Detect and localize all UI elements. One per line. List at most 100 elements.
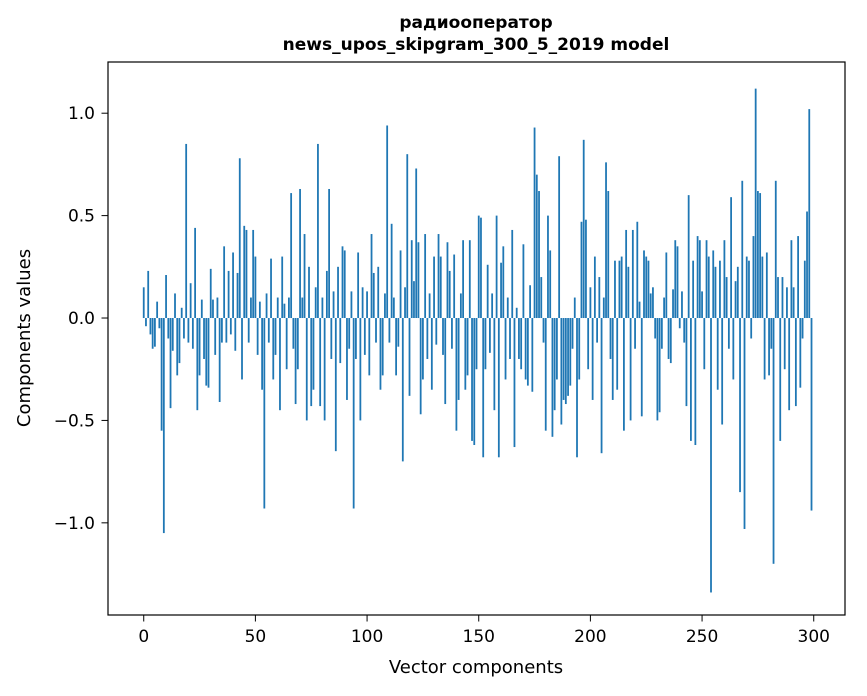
bar (258, 301, 261, 319)
bar (544, 318, 547, 431)
bar (410, 240, 413, 319)
bar (341, 246, 344, 319)
bar (330, 318, 333, 359)
bar (205, 318, 208, 386)
bar (698, 240, 701, 319)
bar (422, 318, 424, 380)
bar (745, 256, 748, 319)
bar (301, 297, 304, 319)
bar (444, 318, 447, 405)
bar (781, 277, 784, 319)
bar (185, 143, 188, 319)
bar (348, 318, 351, 349)
bar (743, 318, 746, 529)
bar (547, 215, 549, 319)
bar (616, 318, 619, 390)
bar (413, 281, 415, 319)
bar (261, 318, 263, 390)
bar (154, 318, 156, 347)
bar (361, 287, 364, 319)
x-tick-label: 200 (574, 627, 606, 647)
bar (797, 236, 799, 319)
bar (524, 318, 527, 380)
bar (149, 318, 152, 335)
bar (187, 318, 190, 343)
bar (609, 318, 612, 359)
bar (636, 221, 639, 319)
bar (381, 318, 384, 376)
bar (288, 297, 290, 319)
bar (707, 256, 710, 319)
bar (399, 250, 402, 319)
bar (279, 318, 281, 411)
bar (227, 270, 230, 319)
bar (292, 318, 295, 349)
bar (571, 318, 574, 349)
bar (171, 318, 174, 351)
bar (710, 318, 712, 593)
bar (299, 188, 301, 319)
bar (598, 277, 601, 319)
bar (312, 318, 315, 390)
bar (730, 197, 732, 319)
chart-subtitle: news_upos_skipgram_300_5_2019 model (283, 35, 670, 55)
bar (640, 318, 643, 417)
bar (332, 291, 335, 319)
x-tick-label: 250 (686, 627, 718, 647)
bar (497, 318, 500, 458)
bar (392, 297, 395, 319)
bar (397, 318, 400, 347)
bar (587, 318, 590, 370)
chart-title: радиооператор (399, 13, 552, 33)
bar (424, 234, 427, 319)
bar (573, 297, 576, 319)
bar (162, 318, 165, 534)
bar (645, 256, 648, 319)
bar (486, 264, 489, 319)
bar (189, 283, 192, 319)
bar (513, 318, 516, 448)
bar (623, 318, 625, 431)
bar (221, 318, 223, 343)
bar (160, 318, 163, 431)
bar (754, 88, 757, 319)
bar (241, 318, 243, 380)
bar (350, 291, 353, 319)
bar (602, 297, 605, 319)
bar (540, 277, 543, 319)
bar (388, 318, 391, 343)
bar (229, 318, 232, 335)
bar (638, 301, 641, 319)
bar (290, 193, 293, 319)
y-axis-label: Components values (14, 249, 35, 427)
bar (518, 318, 520, 359)
bar (178, 318, 181, 364)
bar (643, 250, 645, 319)
bar (600, 318, 603, 454)
bar (254, 256, 257, 319)
bar (683, 318, 686, 343)
bar (614, 260, 616, 319)
bar (305, 318, 308, 421)
bar (810, 318, 813, 511)
bar (147, 270, 150, 319)
bar (690, 318, 692, 441)
bar (732, 318, 735, 380)
bar (649, 293, 652, 319)
bar (191, 318, 194, 349)
bar (357, 252, 360, 319)
bar (375, 318, 377, 343)
bar (194, 227, 196, 319)
bar (437, 234, 440, 319)
bar (589, 287, 592, 319)
bar (757, 191, 759, 319)
bar (207, 318, 210, 388)
bar (236, 272, 239, 319)
bar (723, 240, 726, 319)
bar (794, 318, 797, 407)
bar (770, 318, 773, 349)
bar (669, 318, 672, 364)
bar (569, 318, 572, 386)
bar (792, 287, 795, 319)
bar (355, 318, 357, 359)
